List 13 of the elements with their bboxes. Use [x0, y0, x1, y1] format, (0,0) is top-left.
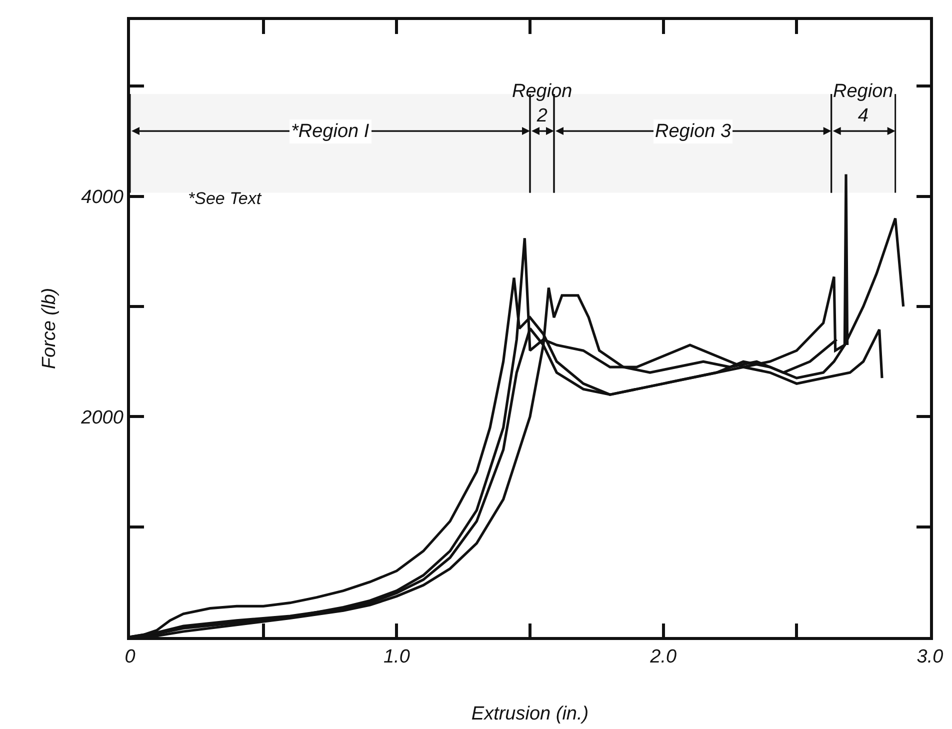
x-tick-label: 1.0: [383, 646, 410, 668]
band-label: *Region I: [291, 121, 370, 142]
band-label: Region 2: [512, 81, 572, 127]
y-tick-label: 4000: [81, 186, 124, 208]
band-label: Region 4: [833, 81, 894, 127]
annotation: *See Text: [188, 189, 262, 208]
y-tick-label: 2000: [80, 407, 124, 428]
x-axis-title: Extrusion (in.): [471, 703, 589, 724]
x-tick-label: 0: [124, 646, 136, 668]
y-axis-title: Force (lb): [39, 288, 60, 370]
x-tick-label: 3.0: [916, 646, 944, 668]
band-label: Region 3: [655, 121, 732, 142]
x-tick-label: 2.0: [649, 646, 677, 668]
